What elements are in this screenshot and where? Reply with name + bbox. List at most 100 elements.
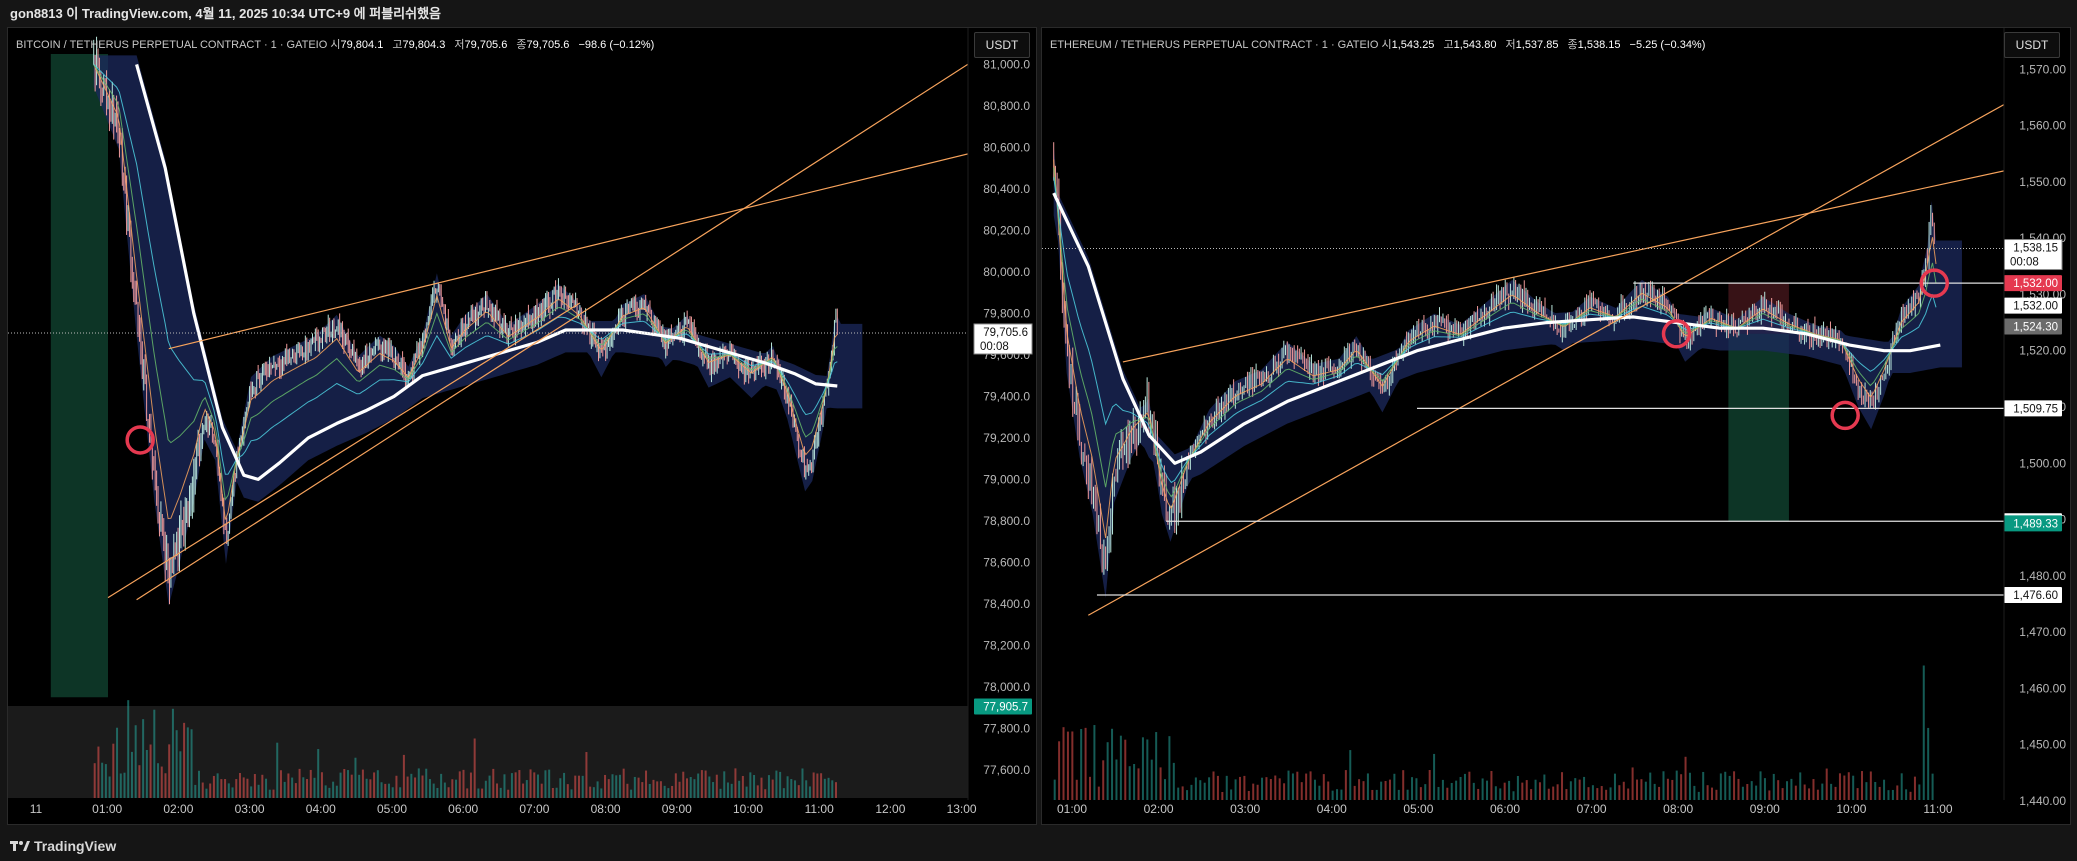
btc-volume-bar — [220, 779, 223, 798]
eth-volume-bar — [1362, 781, 1365, 800]
btc-currency-button[interactable]: USDT — [974, 32, 1030, 58]
btc-volume-bar — [540, 783, 543, 798]
eth-volume-bar — [1349, 750, 1352, 800]
btc-volume-bar — [797, 785, 800, 798]
btc-volume-bar — [767, 775, 770, 798]
eth-close-value: 1,538.15 — [1577, 39, 1621, 51]
btc-volume-bar — [574, 775, 577, 798]
eth-price-tag-label: 1,489.33 — [2013, 518, 2058, 530]
btc-chart-panel[interactable]: 81,000.0 80,800.0 80,600.0 80,400.0 80,200.0… — [7, 27, 1037, 825]
eth-currency-button[interactable]: USDT — [2004, 32, 2060, 58]
btc-volume-bar — [715, 774, 718, 798]
btc-volume-bar — [775, 770, 778, 798]
btc-x-tick-label: 03:00 — [235, 802, 265, 816]
btc-volume-bar — [641, 782, 644, 798]
eth-low-value: 1,537.85 — [1515, 39, 1559, 51]
eth-volume-bar — [1583, 776, 1586, 800]
btc-low-label: 저 — [454, 39, 465, 51]
btc-volume-bar — [168, 744, 171, 798]
eth-price-tag-label: 1,476.60 — [2013, 590, 2058, 602]
btc-volume-bar — [391, 787, 394, 798]
eth-volume-bar — [1318, 785, 1321, 800]
eth-volume-bar — [1838, 773, 1841, 800]
eth-price-tag-label: 1,532.00 — [2013, 278, 2058, 290]
btc-volume-bar — [529, 769, 532, 798]
btc-y-tick-label: 79,000.0 — [983, 472, 1030, 486]
btc-volume-bar — [328, 787, 331, 798]
footer-brand[interactable]: TradingView — [34, 838, 117, 854]
eth-volume-bar — [1794, 785, 1797, 800]
eth-volume-bar — [1186, 790, 1189, 800]
btc-ichimoku-cloud — [93, 55, 863, 606]
eth-volume-bar — [1194, 777, 1197, 800]
btc-x-tick-label: 04:00 — [306, 802, 336, 816]
btc-volume-bar — [678, 781, 681, 798]
eth-x-tick-label: 11:00 — [1923, 802, 1952, 816]
btc-volume-bar — [134, 725, 137, 798]
eth-volume-bar — [1878, 786, 1881, 800]
btc-volume-bar — [317, 749, 320, 798]
eth-price-tag-4 — [2004, 400, 2062, 417]
eth-volume-bar — [1283, 783, 1286, 800]
btc-volume-bar — [458, 771, 461, 798]
btc-x-tick-label: 01:00 — [92, 802, 122, 816]
eth-price-tag-1 — [2004, 275, 2062, 292]
eth-volume-bar — [1066, 731, 1069, 800]
eth-volume-bar — [1124, 739, 1127, 800]
eth-volume-bar — [1309, 771, 1312, 800]
btc-shaded-zone-0 — [50, 54, 108, 698]
btc-y-tick-label: 80,200.0 — [983, 223, 1030, 237]
eth-volume-bar — [1516, 775, 1519, 800]
btc-y-tick-label: 80,800.0 — [983, 99, 1030, 113]
eth-volume-bar — [1111, 728, 1114, 800]
eth-price-tag-label: 1,532.00 — [2013, 301, 2058, 313]
btc-volume-bar — [387, 783, 390, 798]
btc-price-tags: 79,705.6 00:08 77,905.7 — [973, 323, 1033, 715]
eth-trendline-1 — [1088, 103, 2004, 616]
eth-highlight-circle-1 — [1830, 400, 1860, 431]
btc-volume-bar — [227, 783, 230, 798]
eth-y-tick-label: 1,480.00 — [2019, 569, 2066, 583]
btc-volume-bar — [499, 787, 502, 798]
btc-volume-bar — [782, 788, 785, 798]
btc-volume-bar — [667, 788, 670, 798]
btc-y-tick-label: 80,000.0 — [983, 265, 1030, 279]
btc-chart-canvas[interactable]: 81,000.0 80,800.0 80,600.0 80,400.0 80,200.0… — [8, 28, 1037, 825]
btc-volume-bar — [466, 788, 469, 798]
eth-volume-bar — [1768, 790, 1771, 800]
eth-low-label: 저 — [1505, 39, 1516, 51]
btc-volume-bar — [406, 776, 409, 798]
eth-high-label: 고 — [1443, 39, 1454, 51]
eth-volume-bar — [1847, 772, 1850, 800]
btc-volume-bar — [484, 780, 487, 798]
eth-volume-bar — [1441, 779, 1444, 800]
btc-volume-bar — [749, 772, 752, 798]
eth-volume-bar — [1605, 789, 1608, 800]
eth-volume-bar — [1521, 782, 1524, 800]
eth-volume-bar — [1702, 771, 1705, 800]
btc-volume-bar — [287, 773, 290, 798]
eth-volume-bar — [1437, 786, 1440, 800]
eth-price-tag-label: 1,509.75 — [2013, 403, 2058, 415]
eth-volume-bars — [1053, 665, 1934, 800]
eth-volume-bar — [1433, 753, 1436, 800]
eth-volume-bar — [1300, 782, 1303, 800]
eth-volume-bar — [1786, 781, 1789, 800]
btc-volume-bar — [186, 727, 189, 798]
eth-y-tick-label: 1,450.00 — [2019, 738, 2066, 752]
eth-volume-bar — [1278, 778, 1281, 800]
btc-ma-line-0 — [93, 64, 838, 520]
btc-volume-bar — [659, 781, 662, 798]
btc-volume-bar — [425, 768, 428, 798]
btc-volume-bar — [756, 785, 759, 798]
eth-chart-panel[interactable]: 1,570.00 1,560.00 1,550.00 1,540.00 1,530.00… — [1041, 27, 2071, 825]
eth-chart-canvas[interactable]: 1,570.001,560.001,550.001,540.001,530.00… — [1042, 28, 2071, 825]
eth-price-tag-label: 1,538.15 — [2013, 243, 2058, 255]
btc-price-tag-1 — [974, 698, 1032, 715]
eth-price-tag-label: 1,524.30 — [2013, 321, 2058, 333]
eth-volume-bar — [1446, 787, 1449, 800]
btc-y-tick-label: 78,200.0 — [983, 638, 1030, 652]
btc-volume-bar — [786, 776, 789, 798]
btc-volume-bar — [101, 762, 104, 798]
btc-volume-bar — [238, 772, 241, 798]
